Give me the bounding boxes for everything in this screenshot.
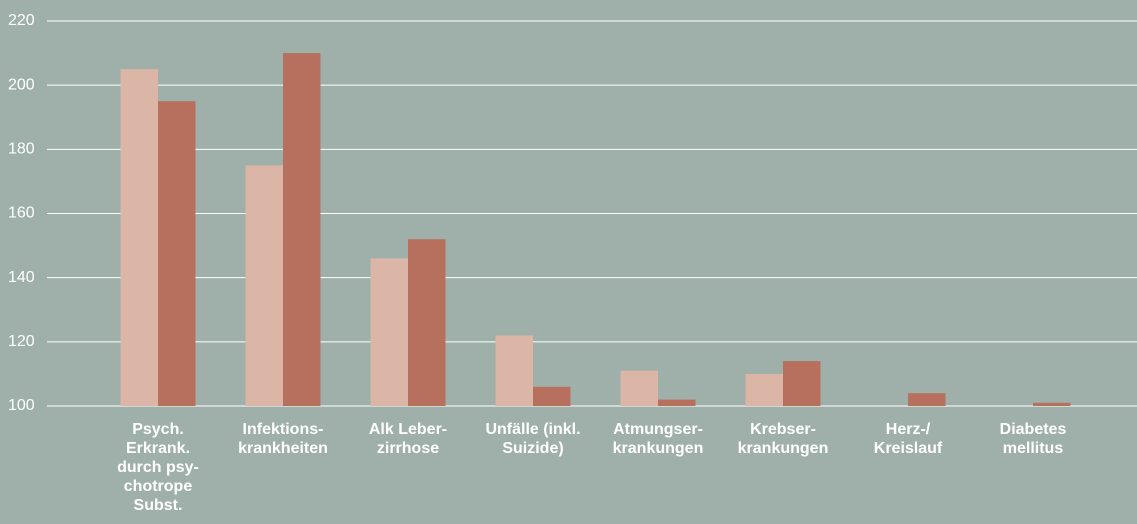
x-tick-label: Psych. Erkrank. durch psy- chotrope Subs… [117, 421, 199, 514]
bar [783, 361, 821, 406]
y-tick-label: 160 [8, 205, 35, 222]
bar [658, 399, 696, 406]
bar [1033, 402, 1071, 406]
bar [495, 335, 533, 406]
bar [745, 373, 783, 406]
bar [158, 101, 196, 406]
bar [908, 393, 946, 406]
y-tick-label: 220 [8, 12, 35, 29]
y-tick-label: 140 [8, 269, 35, 286]
y-tick-label: 200 [8, 76, 35, 93]
y-tick-label: 180 [8, 141, 35, 158]
x-tick-label: Diabetes mellitus [999, 421, 1067, 457]
bar [370, 258, 408, 406]
bar [120, 69, 158, 406]
bar [245, 165, 283, 406]
bar [283, 53, 321, 406]
x-tick-label: Unfälle (inkl. Suizide) [485, 421, 581, 457]
x-tick-label: Infektions- krankheiten [238, 421, 328, 457]
y-tick-label: 100 [8, 397, 35, 414]
bar [620, 370, 658, 406]
y-tick-label: 120 [8, 333, 35, 350]
x-tick-label: Atmungser- krankungen [612, 421, 704, 457]
x-tick-label: Herz-/ Kreislauf [873, 421, 943, 457]
x-tick-label: Alk Leber- zirrhose [368, 421, 448, 457]
bar [408, 239, 446, 406]
bar [533, 386, 571, 406]
x-tick-label: Krebser- krankungen [737, 421, 829, 457]
